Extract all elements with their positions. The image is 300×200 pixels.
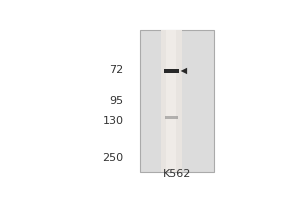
Bar	[165, 116, 178, 119]
Bar	[167, 30, 176, 172]
Bar	[164, 69, 179, 73]
Text: K562: K562	[163, 169, 191, 179]
Text: 130: 130	[103, 116, 124, 126]
Text: 250: 250	[102, 153, 124, 163]
Polygon shape	[181, 68, 187, 74]
Text: 72: 72	[109, 65, 124, 75]
Bar	[140, 30, 214, 172]
Text: 95: 95	[110, 96, 124, 106]
Bar	[161, 30, 182, 172]
